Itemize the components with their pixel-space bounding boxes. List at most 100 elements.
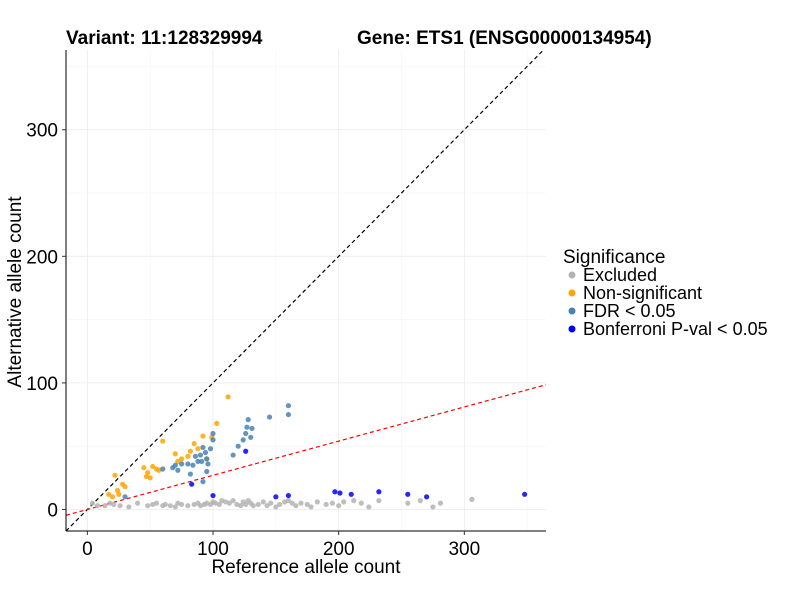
data-point: [200, 479, 206, 485]
data-point: [230, 452, 236, 458]
data-point: [199, 458, 205, 464]
data-point: [122, 484, 128, 490]
data-point: [230, 498, 236, 504]
data-point: [145, 503, 151, 509]
data-point: [437, 500, 444, 506]
data-point: [268, 500, 274, 506]
data-point: [314, 499, 320, 505]
data-point: [323, 501, 329, 508]
data-point: [341, 499, 347, 505]
reference-lines: [65, 49, 547, 532]
legend-item: Excluded: [568, 265, 657, 285]
chart-title-variant: Variant: 11:128329994: [66, 28, 263, 49]
data-point: [348, 491, 354, 497]
y-axis-label: Alternative allele count: [5, 196, 26, 388]
data-point: [153, 500, 160, 506]
data-point: [210, 430, 216, 437]
data-point: [210, 437, 216, 443]
data-point: [336, 503, 342, 509]
data-point: [277, 501, 283, 508]
data-point: [207, 446, 214, 452]
data-point: [175, 458, 181, 464]
legend-label: Non-significant: [583, 283, 702, 303]
data-point: [430, 504, 436, 510]
data-point: [285, 403, 292, 409]
data-point: [179, 501, 185, 508]
data-point: [351, 498, 357, 504]
data-point: [202, 449, 209, 456]
data-point: [187, 448, 193, 454]
data-point: [179, 461, 185, 467]
data-point: [106, 491, 112, 497]
legend-swatch: [568, 289, 576, 297]
data-point: [238, 503, 244, 509]
data-point: [240, 437, 246, 443]
data-point: [167, 503, 173, 509]
data-point: [160, 466, 166, 472]
data-point: [376, 489, 382, 495]
data-point: [200, 433, 206, 439]
data-point: [200, 444, 206, 451]
data-point: [216, 501, 222, 508]
x-axis-label: Reference allele count: [211, 557, 401, 578]
data-point: [245, 417, 251, 423]
data-point: [89, 500, 95, 506]
data-point: [417, 498, 423, 504]
data-point: [522, 491, 528, 497]
data-point: [204, 468, 210, 475]
data-point: [293, 503, 299, 509]
data-point: [172, 451, 178, 457]
data-point: [145, 470, 151, 476]
data-point: [243, 430, 249, 437]
data-point: [109, 494, 116, 500]
legend-label: Excluded: [583, 265, 657, 285]
data-point: [172, 462, 178, 468]
series-3: [189, 448, 528, 500]
legend-label: Bonferroni P-val < 0.05: [583, 319, 768, 339]
data-point: [235, 443, 241, 449]
data-point: [248, 434, 254, 440]
data-point: [243, 501, 249, 508]
reference-line-identity: [65, 49, 544, 532]
data-point: [304, 501, 310, 508]
data-point: [117, 503, 123, 509]
data-point: [160, 438, 166, 444]
legend: Significance ExcludedNon-significantFDR …: [563, 247, 768, 339]
legend-label: FDR < 0.05: [583, 301, 676, 321]
data-point: [102, 503, 108, 509]
data-point: [260, 499, 266, 505]
reference-line-fit: [65, 384, 547, 516]
x-tick-label: 0: [82, 539, 93, 560]
data-point: [150, 463, 156, 470]
series-2: [122, 403, 292, 500]
data-point: [122, 494, 128, 500]
data-point: [172, 504, 178, 510]
data-point: [249, 425, 255, 432]
data-point: [94, 503, 101, 509]
data-point: [285, 411, 292, 418]
data-point: [204, 456, 210, 462]
x-ticks: 0 100 200 300: [82, 531, 480, 560]
y-tick-label: 0: [47, 500, 58, 521]
data-point: [192, 453, 199, 459]
data-point: [358, 500, 364, 506]
series-0: [89, 496, 475, 510]
data-point: [332, 489, 338, 495]
data-point: [190, 462, 196, 468]
data-point: [179, 456, 185, 462]
data-point: [329, 500, 335, 506]
data-point: [285, 492, 292, 499]
legend-swatch: [568, 325, 576, 333]
data-point: [116, 491, 122, 497]
chart-title-gene: Gene: ETS1 (ENSG00000134954): [357, 28, 652, 49]
data-point: [226, 500, 232, 506]
data-point: [405, 500, 411, 506]
data-point: [337, 490, 343, 496]
data-point: [187, 471, 193, 477]
data-point: [147, 475, 153, 481]
legend-item: Non-significant: [568, 283, 702, 303]
data-point: [225, 394, 231, 400]
legend-title: Significance: [563, 247, 665, 268]
x-tick-label: 300: [448, 539, 480, 560]
